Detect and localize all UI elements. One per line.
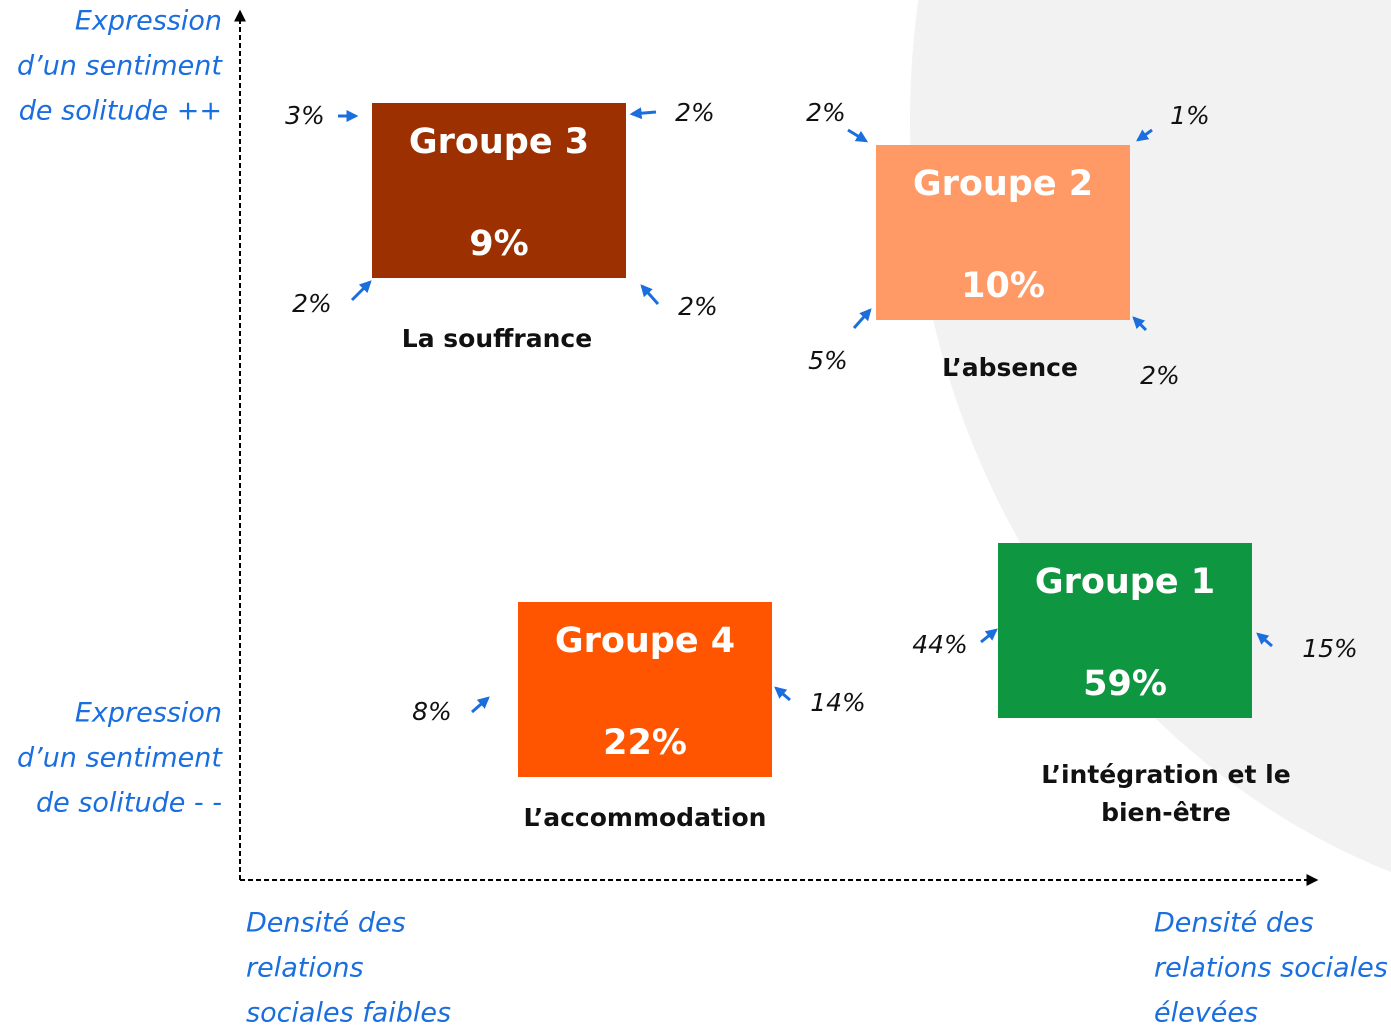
axis-label: Expression bbox=[75, 698, 222, 729]
group-box bbox=[876, 145, 1130, 320]
group-caption: bien-être bbox=[1101, 798, 1231, 827]
axis-label: relations bbox=[246, 953, 364, 984]
flow-percent: 15% bbox=[1302, 634, 1358, 663]
axis-label: Densité des bbox=[1154, 908, 1314, 939]
axis-label: Expression bbox=[75, 6, 222, 37]
flow-arrow bbox=[852, 308, 872, 329]
flow-percent: 2% bbox=[678, 292, 718, 321]
group-title: Groupe 3 bbox=[409, 122, 589, 162]
group-box bbox=[518, 602, 772, 777]
flow-percent: 3% bbox=[285, 101, 325, 130]
axis-label: de solitude ++ bbox=[19, 96, 222, 127]
group-title: Groupe 2 bbox=[913, 164, 1093, 204]
flow-percent: 2% bbox=[292, 289, 332, 318]
group-share: 22% bbox=[603, 723, 687, 763]
group-caption: La souffrance bbox=[402, 324, 592, 353]
group-share: 9% bbox=[469, 224, 528, 264]
flow-percent: 2% bbox=[806, 98, 846, 127]
flow-percent: 8% bbox=[412, 697, 452, 726]
group-title: Groupe 4 bbox=[555, 621, 735, 661]
axis-label: relations sociales bbox=[1154, 953, 1388, 984]
flow-percent: 5% bbox=[808, 346, 848, 375]
flow-arrow bbox=[1136, 128, 1153, 142]
flow-percent: 2% bbox=[675, 98, 715, 127]
axis-label: d’un sentiment bbox=[17, 743, 223, 774]
group-caption: L’absence bbox=[942, 353, 1078, 382]
axis-label: Densité des bbox=[246, 908, 406, 939]
flow-percent: 2% bbox=[1140, 361, 1180, 390]
flow-percent: 44% bbox=[912, 630, 968, 659]
group-share: 10% bbox=[961, 266, 1045, 306]
flow-arrow bbox=[847, 128, 869, 143]
axis-label: élevées bbox=[1154, 998, 1258, 1029]
group-caption: L’accommodation bbox=[524, 803, 767, 832]
group-share: 59% bbox=[1083, 664, 1167, 704]
flow-arrow bbox=[350, 280, 372, 302]
flow-percent: 14% bbox=[810, 688, 866, 717]
flow-arrow bbox=[629, 107, 657, 120]
flow-arrow bbox=[980, 628, 998, 644]
axis-label: sociales faibles bbox=[246, 998, 451, 1029]
flow-arrow bbox=[1256, 632, 1273, 648]
flow-arrow bbox=[640, 284, 660, 305]
group-box bbox=[372, 103, 626, 278]
group-box bbox=[998, 543, 1252, 718]
axis-label: d’un sentiment bbox=[17, 51, 223, 82]
flow-arrow bbox=[774, 686, 791, 702]
flow-arrow bbox=[471, 696, 490, 714]
axis-label: de solitude - - bbox=[36, 788, 222, 819]
flow-percent: 1% bbox=[1170, 101, 1210, 130]
group-title: Groupe 1 bbox=[1035, 562, 1215, 602]
flow-arrow bbox=[1132, 316, 1148, 332]
group-caption: L’intégration et le bbox=[1041, 760, 1290, 789]
